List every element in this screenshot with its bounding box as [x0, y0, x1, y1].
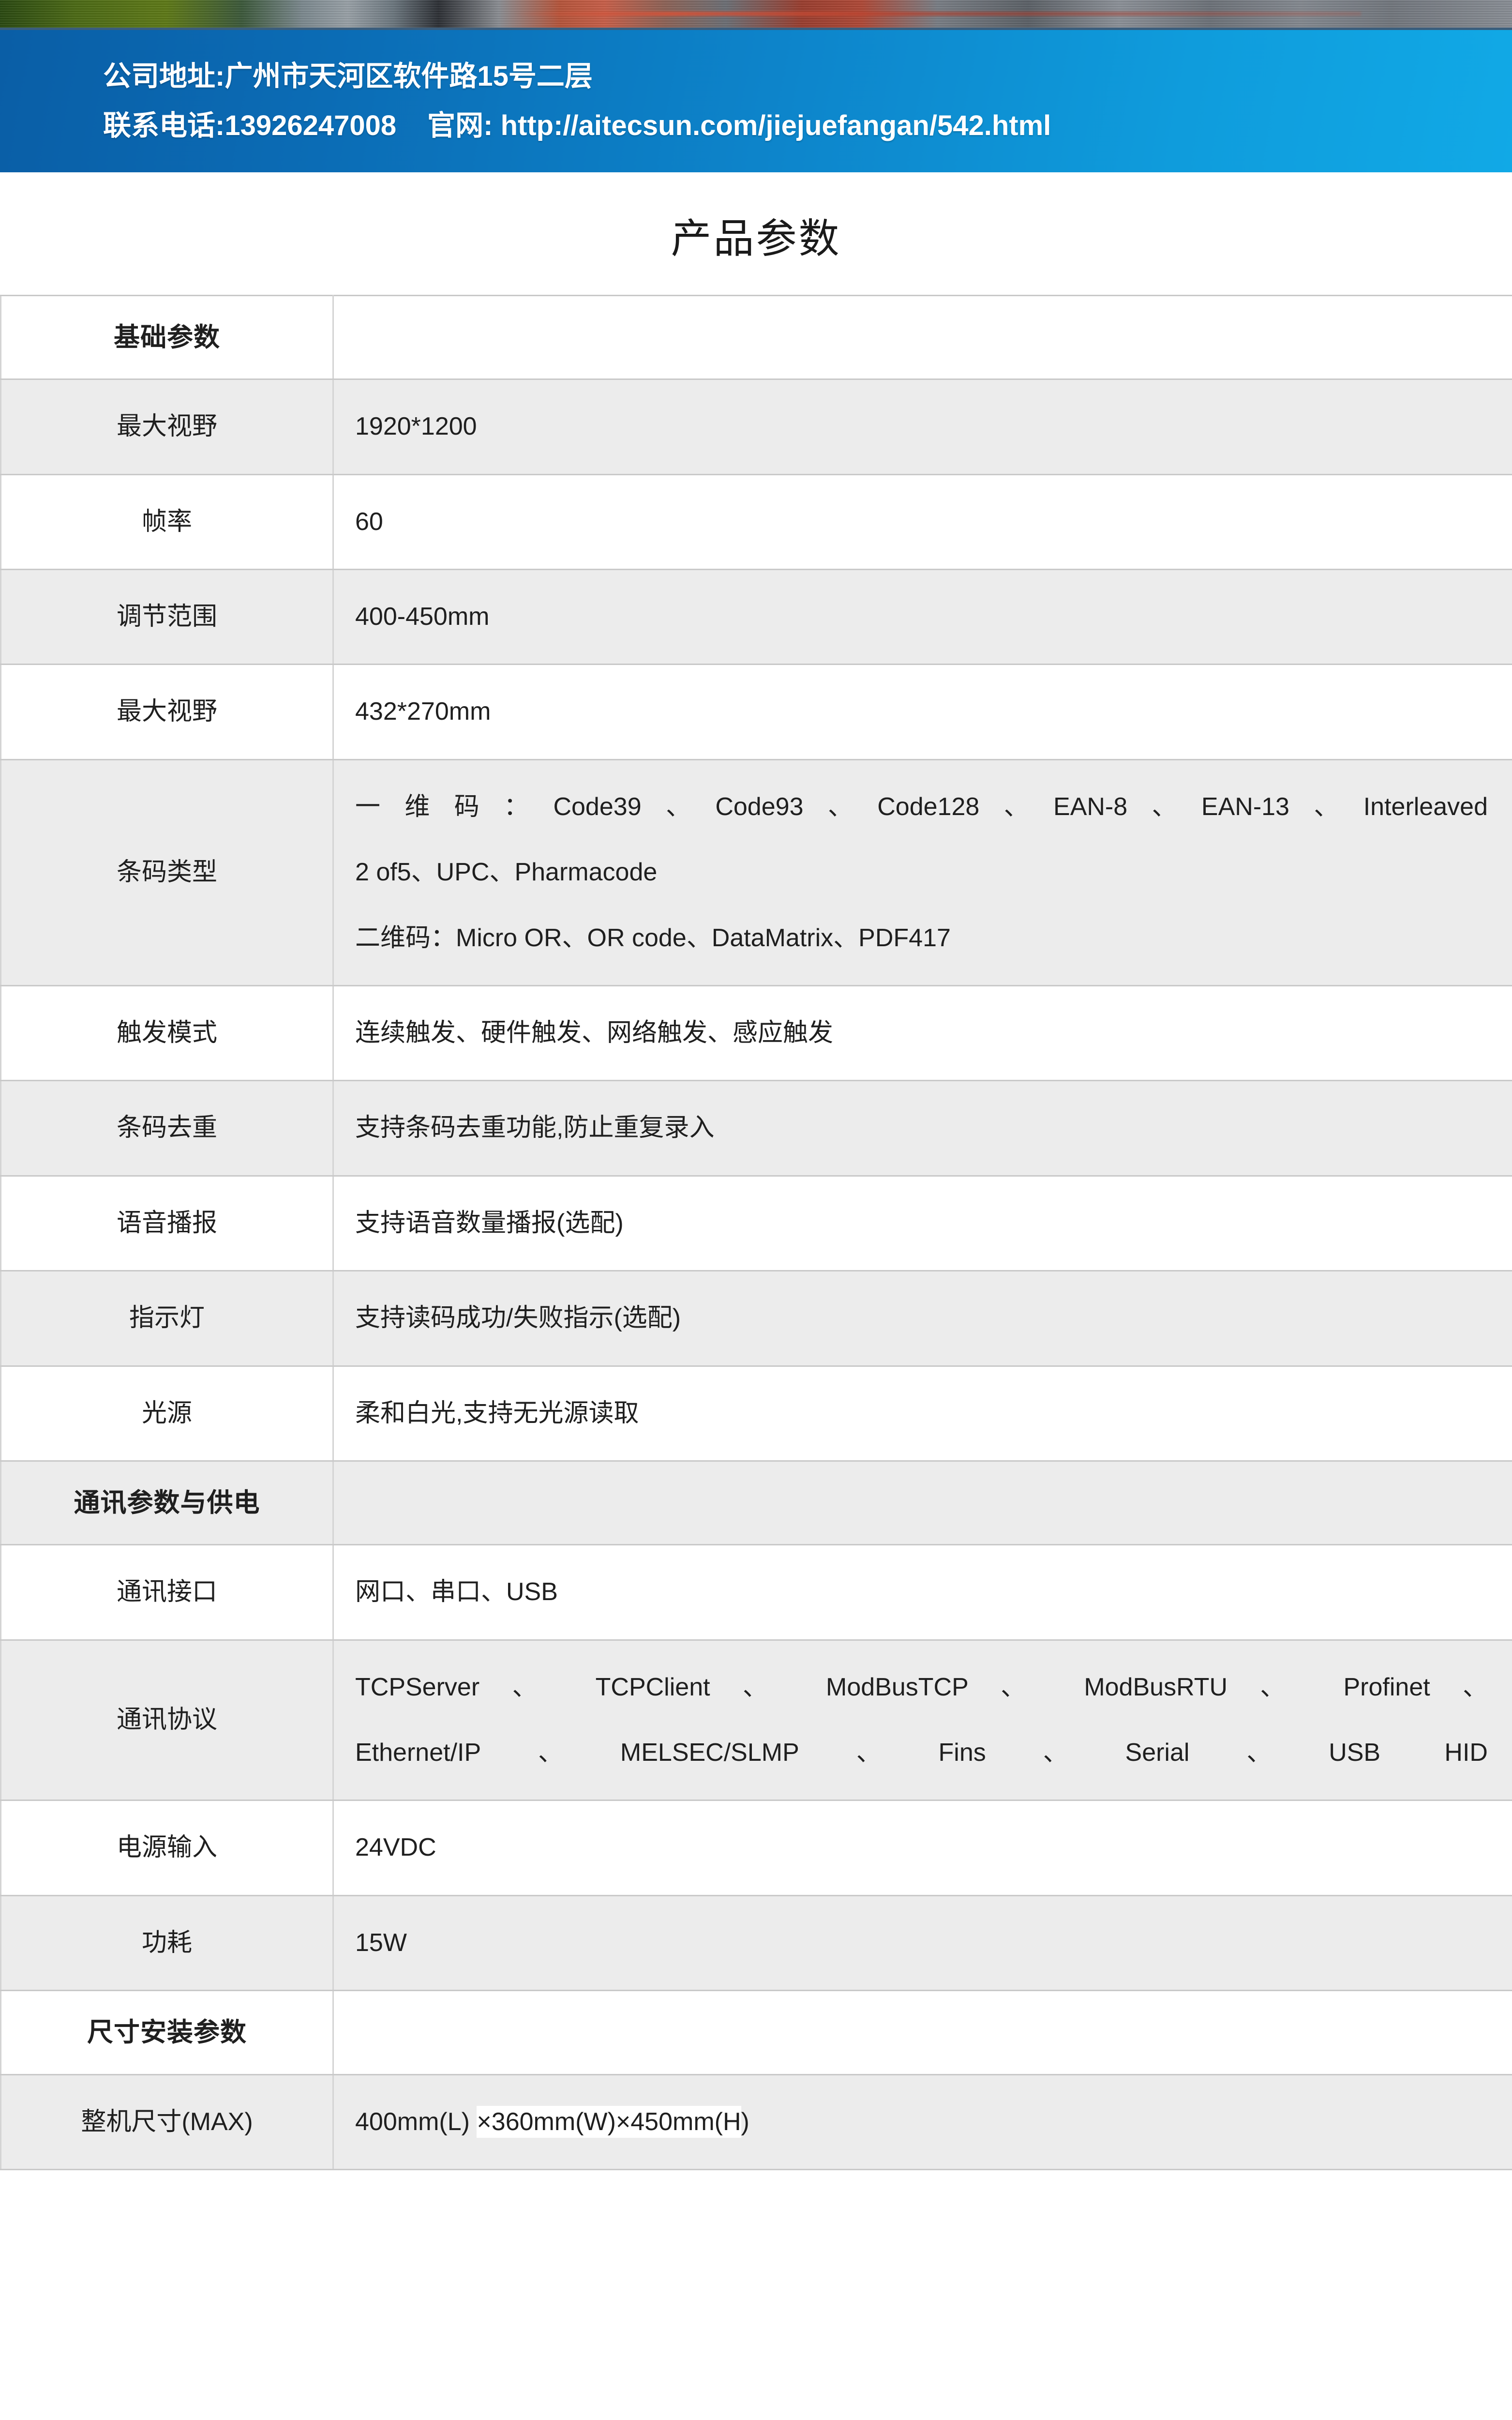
- banner-contact-line: 联系电话:13926247008 官网: http://aitecsun.com…: [103, 112, 1512, 140]
- spec-label: 光源: [0, 1365, 334, 1462]
- table-row: 最大视野 1920*1200: [0, 378, 1512, 475]
- dimension-highlight: ×360mm(W): [477, 2105, 616, 2138]
- spec-table-body: 基础参数 最大视野 1920*1200 帧率 60 调节范围 400-450mm 最大视野 43…: [0, 294, 1512, 2170]
- spec-value: 400mm(L) ×360mm(W)×450mm(H): [333, 2073, 1512, 2170]
- phone-label: 联系电话:: [103, 110, 225, 141]
- spec-value-line: 二维码：Micro OR、OR code、DataMatrix、PDF417: [355, 923, 951, 952]
- table-row: 通讯接口 网口、串口、USB: [0, 1544, 1512, 1641]
- phone-group: 联系电话:13926247008: [103, 112, 396, 140]
- website-label: 官网:: [427, 110, 493, 141]
- spec-value-line: 24VDC: [355, 1833, 436, 1862]
- spec-label: 最大视野: [0, 664, 334, 760]
- spec-value-line: 连续触发、硬件触发、网络触发、感应触发: [355, 1019, 834, 1047]
- table-row: 最大视野 432*270mm: [0, 664, 1512, 760]
- table-row: 条码类型 一维码：Code39、Code93、Code128、EAN-8、EAN-…: [0, 758, 1512, 987]
- address-label: 公司地址:: [103, 60, 225, 92]
- spec-value-line: 2 of5、UPC、Pharmacode: [355, 858, 658, 887]
- spec-value: 柔和白光,支持无光源读取: [333, 1365, 1512, 1462]
- spec-label: 功耗: [0, 1894, 334, 1992]
- spec-value-line: 支持读码成功/失败指示(选配): [355, 1304, 681, 1332]
- section-header-label: 尺寸安装参数: [0, 1990, 334, 2075]
- spec-value: TCPServer 、 TCPClient 、 ModBusTCP 、 ModB…: [333, 1639, 1512, 1801]
- spec-label: 条码去重: [0, 1080, 334, 1177]
- section-header-label: 基础参数: [0, 294, 334, 380]
- photo-red-streak: [514, 11, 1361, 16]
- spec-value: 24VDC: [333, 1800, 1512, 1896]
- spec-value: 15W: [333, 1894, 1512, 1992]
- phone-value: 13926247008: [225, 110, 397, 141]
- table-row: 整机尺寸(MAX) 400mm(L) ×360mm(W)×450mm(H): [0, 2073, 1512, 2170]
- spec-value: [333, 1990, 1512, 2075]
- spec-value: 432*270mm: [333, 664, 1512, 760]
- table-row: 尺寸安装参数: [0, 1990, 1512, 2075]
- product-spec-table: 基础参数 最大视野 1920*1200 帧率 60 调节范围 400-450mm 最大视野 43…: [0, 294, 1512, 2170]
- spec-value: 支持条码去重功能,防止重复录入: [333, 1080, 1512, 1177]
- spec-value-line: 60: [355, 507, 383, 536]
- spec-value: 400-450mm: [333, 569, 1512, 666]
- spec-value-line: 1920*1200: [355, 412, 477, 441]
- spec-label: 最大视野: [0, 378, 334, 475]
- website-url[interactable]: http://aitecsun.com/jiejuefangan/542.htm…: [500, 110, 1051, 141]
- spec-value-line: 一维码：Code39、Code93、Code128、EAN-8、EAN-13、I…: [355, 792, 1488, 821]
- spec-label: 帧率: [0, 473, 334, 571]
- dimension-text: 400mm(L): [355, 2107, 477, 2136]
- page-title: 产品参数: [671, 215, 841, 262]
- table-row: 条码去重 支持条码去重功能,防止重复录入: [0, 1080, 1512, 1177]
- spec-value-line: 432*270mm: [355, 697, 491, 726]
- spec-value-line: 支持条码去重功能,防止重复录入: [355, 1114, 715, 1142]
- spec-value: 60: [333, 473, 1512, 571]
- website-group[interactable]: 官网: http://aitecsun.com/jiejuefangan/542…: [427, 112, 1051, 140]
- spec-value: 支持语音数量播报(选配): [333, 1175, 1512, 1272]
- spec-label: 调节范围: [0, 569, 334, 666]
- table-row: 触发模式 连续触发、硬件触发、网络触发、感应触发: [0, 985, 1512, 1082]
- spec-label: 电源输入: [0, 1800, 334, 1896]
- table-row: 光源 柔和白光,支持无光源读取: [0, 1365, 1512, 1462]
- spec-value: 支持读码成功/失败指示(选配): [333, 1270, 1512, 1367]
- spec-label: 通讯协议: [0, 1639, 334, 1801]
- table-row: 功耗 15W: [0, 1894, 1512, 1992]
- spec-label: 语音播报: [0, 1175, 334, 1272]
- dimension-text: ): [741, 2107, 749, 2136]
- spec-value: 一维码：Code39、Code93、Code128、EAN-8、EAN-13、I…: [333, 758, 1512, 987]
- table-row: 指示灯 支持读码成功/失败指示(选配): [0, 1270, 1512, 1367]
- spec-value: 网口、串口、USB: [333, 1544, 1512, 1641]
- spec-label: 通讯接口: [0, 1544, 334, 1641]
- spec-value-line: 柔和白光,支持无光源读取: [355, 1399, 639, 1427]
- contact-banner: 公司地址:广州市天河区软件路15号二层 联系电话:13926247008 官网:…: [0, 30, 1512, 172]
- table-row: 调节范围 400-450mm: [0, 569, 1512, 666]
- spec-value: 1920*1200: [333, 378, 1512, 475]
- header-photo-strip: [0, 0, 1512, 30]
- spec-value: [333, 1460, 1512, 1546]
- spec-value-line: Ethernet/IP、MELSEC/SLMP、Fins、Serial、USB …: [355, 1739, 1488, 1767]
- spec-value-line: 支持语音数量播报(选配): [355, 1209, 624, 1237]
- spec-label: 指示灯: [0, 1270, 334, 1367]
- spec-label: 条码类型: [0, 758, 334, 987]
- spec-label: 触发模式: [0, 985, 334, 1082]
- table-row: 帧率 60: [0, 473, 1512, 571]
- dimension-highlight: ×450mm(H: [615, 2105, 741, 2138]
- spec-value-line: 网口、串口、USB: [355, 1578, 558, 1606]
- banner-address-line: 公司地址:广州市天河区软件路15号二层: [103, 62, 1512, 91]
- table-row: 基础参数: [0, 294, 1512, 380]
- spec-value: 连续触发、硬件触发、网络触发、感应触发: [333, 985, 1512, 1082]
- table-row: 通讯协议 TCPServer 、 TCPClient 、 ModBusTCP 、 …: [0, 1639, 1512, 1801]
- photo-divider: [0, 28, 1512, 30]
- table-row: 电源输入 24VDC: [0, 1800, 1512, 1896]
- spec-label: 整机尺寸(MAX): [0, 2073, 334, 2170]
- spec-value-line: 15W: [355, 1928, 407, 1957]
- spec-value: [333, 294, 1512, 380]
- address-value: 广州市天河区软件路15号二层: [225, 60, 593, 92]
- section-header-label: 通讯参数与供电: [0, 1460, 334, 1546]
- table-row: 通讯参数与供电: [0, 1460, 1512, 1546]
- spec-value-line: 400mm(L) ×360mm(W)×450mm(H): [355, 2098, 1512, 2147]
- spec-value-line: TCPServer 、 TCPClient 、 ModBusTCP 、 ModB…: [355, 1673, 1488, 1701]
- table-row: 语音播报 支持语音数量播报(选配): [0, 1175, 1512, 1272]
- spec-value-line: 400-450mm: [355, 603, 490, 631]
